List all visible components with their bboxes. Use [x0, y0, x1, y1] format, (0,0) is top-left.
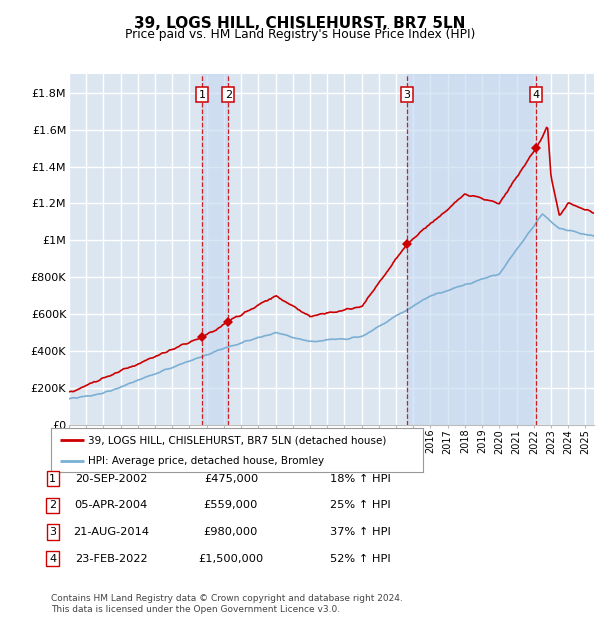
Bar	[407, 74, 536, 425]
Text: 20-SEP-2002: 20-SEP-2002	[75, 474, 147, 484]
Text: £559,000: £559,000	[204, 500, 258, 510]
Text: 3: 3	[404, 90, 410, 100]
Text: 05-APR-2004: 05-APR-2004	[74, 500, 148, 510]
Text: 1: 1	[49, 474, 56, 484]
Text: 25% ↑ HPI: 25% ↑ HPI	[329, 500, 391, 510]
Text: 37% ↑ HPI: 37% ↑ HPI	[329, 527, 391, 537]
Text: Contains HM Land Registry data © Crown copyright and database right 2024.: Contains HM Land Registry data © Crown c…	[51, 593, 403, 603]
Text: This data is licensed under the Open Government Licence v3.0.: This data is licensed under the Open Gov…	[51, 604, 340, 614]
Text: 52% ↑ HPI: 52% ↑ HPI	[329, 554, 391, 564]
Text: £980,000: £980,000	[204, 527, 258, 537]
Text: 39, LOGS HILL, CHISLEHURST, BR7 5LN: 39, LOGS HILL, CHISLEHURST, BR7 5LN	[134, 16, 466, 30]
Text: 4: 4	[49, 554, 56, 564]
Text: 18% ↑ HPI: 18% ↑ HPI	[329, 474, 391, 484]
Text: 4: 4	[533, 90, 540, 100]
Text: 2: 2	[225, 90, 232, 100]
Text: £1,500,000: £1,500,000	[199, 554, 263, 564]
Text: £475,000: £475,000	[204, 474, 258, 484]
Text: 3: 3	[49, 527, 56, 537]
Text: HPI: Average price, detached house, Bromley: HPI: Average price, detached house, Brom…	[88, 456, 325, 466]
Text: 23-FEB-2022: 23-FEB-2022	[74, 554, 148, 564]
Text: 2: 2	[49, 500, 56, 510]
Text: 21-AUG-2014: 21-AUG-2014	[73, 527, 149, 537]
Text: 39, LOGS HILL, CHISLEHURST, BR7 5LN (detached house): 39, LOGS HILL, CHISLEHURST, BR7 5LN (det…	[88, 435, 386, 445]
Text: 1: 1	[199, 90, 205, 100]
Text: Price paid vs. HM Land Registry's House Price Index (HPI): Price paid vs. HM Land Registry's House …	[125, 28, 475, 41]
Bar	[202, 74, 229, 425]
